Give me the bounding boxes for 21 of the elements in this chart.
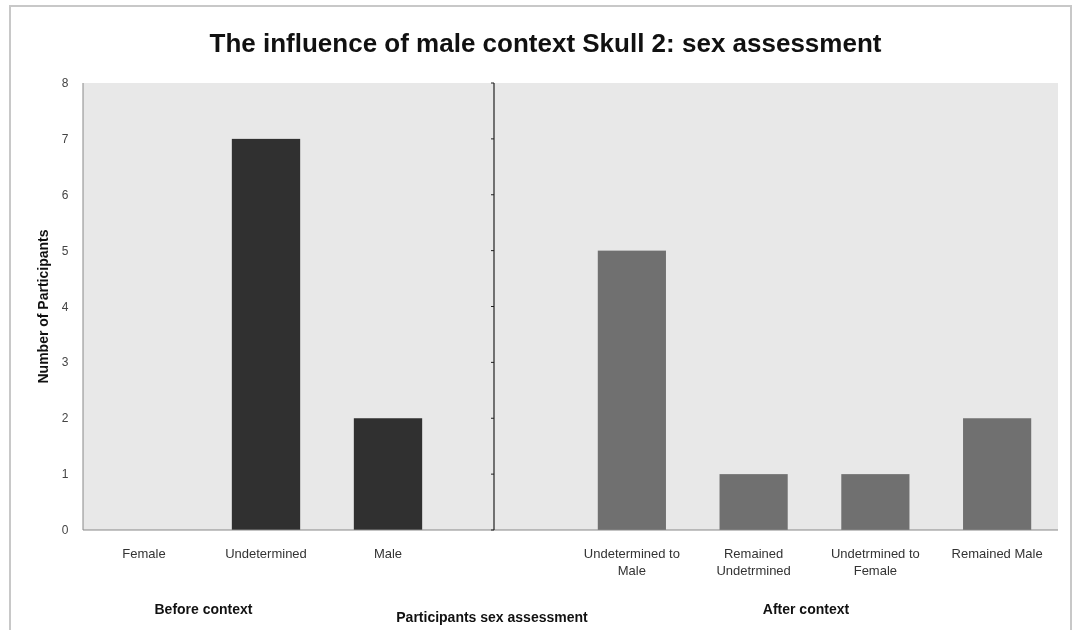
y-tick-label: 3 (61, 355, 69, 370)
x-tick-label: Undetermined to Male (583, 546, 680, 578)
y-tick-label: 7 (61, 131, 69, 146)
y-tick-label: 8 (61, 76, 69, 90)
chart-title: The influence of male context Skull 2: sex assessment (209, 28, 882, 58)
y-tick-label: 0 (61, 523, 69, 537)
x-axis-title: After context (762, 601, 850, 617)
x-tick-label: Male (373, 546, 403, 561)
y-tick-label: 1 (61, 467, 69, 482)
y-axis-title: Number of Participants (35, 229, 51, 384)
y-tick-label: 6 (61, 187, 69, 202)
text: Participants sex assessment (396, 609, 589, 625)
x-tick-label: Undetrmined to Female (830, 546, 920, 578)
x-axis-title: Before context (154, 601, 253, 617)
y-tick-label: 2 (61, 411, 69, 426)
x-tick-label: Remained Undetrmined (716, 546, 791, 578)
x-tick-label: Female (122, 546, 166, 561)
y-tick-label: 5 (61, 243, 69, 258)
x-tick-label: Undetermined (225, 546, 307, 561)
y-tick-label: 4 (61, 299, 69, 314)
x-tick-label: Remained Male (951, 546, 1043, 561)
